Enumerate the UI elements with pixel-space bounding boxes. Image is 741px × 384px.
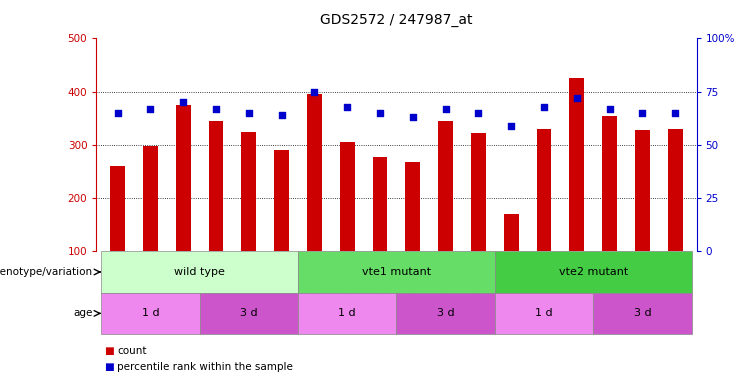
Bar — [536, 129, 551, 251]
Point — [276, 112, 288, 118]
Point — [538, 103, 550, 109]
Text: vte1 mutant: vte1 mutant — [362, 267, 431, 277]
Point — [177, 99, 189, 105]
Text: 3 d: 3 d — [437, 308, 454, 318]
Bar — [504, 214, 519, 251]
Point — [407, 114, 419, 120]
Bar — [176, 105, 190, 251]
Bar — [396, 293, 495, 334]
Bar — [471, 132, 486, 251]
Text: ■: ■ — [104, 362, 113, 372]
Point — [342, 103, 353, 109]
Bar — [209, 121, 224, 251]
Text: vte2 mutant: vte2 mutant — [559, 267, 628, 277]
Point — [571, 95, 582, 101]
Point — [505, 122, 517, 129]
Text: GDS2572 / 247987_at: GDS2572 / 247987_at — [320, 13, 473, 27]
Bar — [635, 130, 650, 251]
Text: percentile rank within the sample: percentile rank within the sample — [117, 362, 293, 372]
Bar — [242, 132, 256, 251]
Bar — [143, 146, 158, 251]
Bar — [110, 166, 125, 251]
Point — [243, 110, 255, 116]
Bar — [274, 150, 289, 251]
Point — [637, 110, 648, 116]
Point — [439, 106, 451, 112]
Text: genotype/variation: genotype/variation — [0, 267, 93, 277]
Bar — [438, 121, 453, 251]
Text: 3 d: 3 d — [634, 308, 651, 318]
Text: age: age — [73, 308, 93, 318]
Bar — [495, 293, 594, 334]
Point — [604, 106, 616, 112]
Point — [210, 106, 222, 112]
Point — [669, 110, 681, 116]
Bar — [495, 251, 691, 293]
Bar — [199, 293, 298, 334]
Bar — [298, 251, 495, 293]
Bar — [102, 293, 199, 334]
Text: count: count — [117, 346, 147, 356]
Text: 3 d: 3 d — [240, 308, 258, 318]
Bar — [373, 157, 388, 251]
Point — [308, 89, 320, 95]
Point — [144, 106, 156, 112]
Point — [112, 110, 124, 116]
Bar — [405, 162, 420, 251]
Text: 1 d: 1 d — [142, 308, 159, 318]
Bar — [307, 94, 322, 251]
Bar — [569, 78, 584, 251]
Bar — [102, 251, 298, 293]
Text: 1 d: 1 d — [339, 308, 356, 318]
Text: 1 d: 1 d — [535, 308, 553, 318]
Text: ■: ■ — [104, 346, 113, 356]
Bar — [340, 142, 355, 251]
Point — [374, 110, 386, 116]
Bar — [298, 293, 396, 334]
Bar — [594, 293, 691, 334]
Bar — [668, 129, 682, 251]
Text: wild type: wild type — [174, 267, 225, 277]
Point — [473, 110, 485, 116]
Bar — [602, 116, 617, 251]
